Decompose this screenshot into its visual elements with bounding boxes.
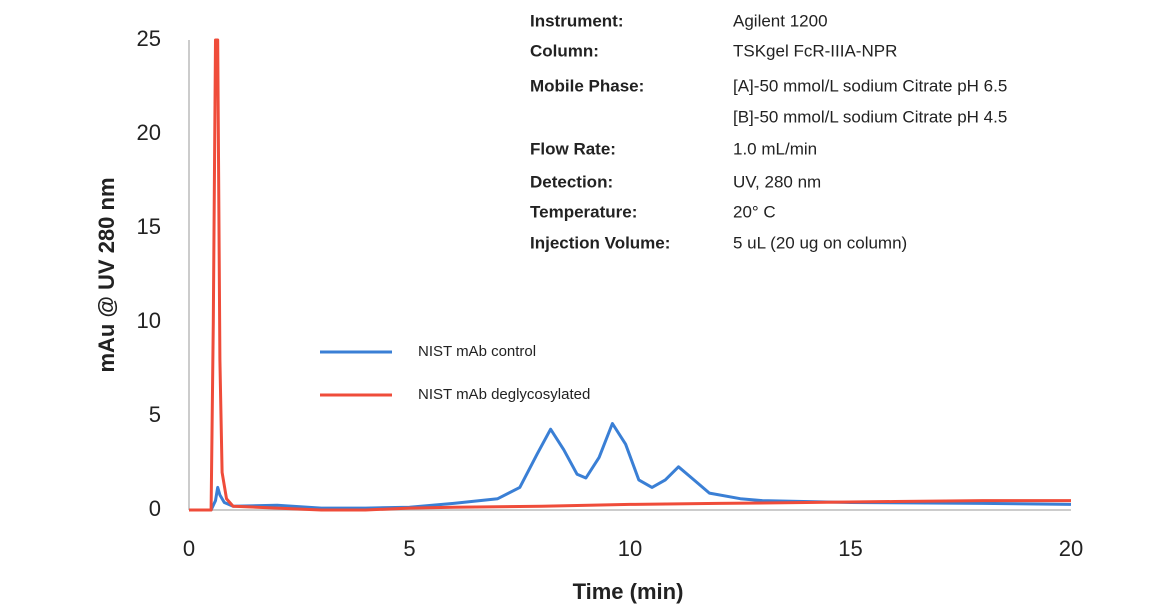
info-value: [B]-50 mmol/L sodium Citrate pH 4.5 bbox=[733, 107, 1007, 126]
series-line bbox=[189, 38, 1071, 512]
y-tick-label: 5 bbox=[149, 402, 161, 427]
y-tick-label: 15 bbox=[137, 214, 161, 239]
info-label: Temperature: bbox=[530, 202, 637, 221]
info-value: 5 uL (20 ug on column) bbox=[733, 233, 907, 252]
info-value: 1.0 mL/min bbox=[733, 139, 817, 158]
info-label: Flow Rate: bbox=[530, 139, 616, 158]
y-tick-label: 10 bbox=[137, 308, 161, 333]
info-value: TSKgel FcR-IIIA-NPR bbox=[733, 41, 897, 60]
info-value: 20° C bbox=[733, 202, 776, 221]
x-tick-label: 5 bbox=[403, 536, 415, 561]
series-line bbox=[189, 422, 1072, 512]
legend-label: NIST mAb deglycosylated bbox=[418, 386, 590, 403]
x-tick-label: 10 bbox=[618, 536, 642, 561]
x-tick-label: 15 bbox=[838, 536, 862, 561]
y-tick-label: 25 bbox=[137, 26, 161, 51]
x-tick-label: 0 bbox=[183, 536, 195, 561]
info-label: Mobile Phase: bbox=[530, 76, 644, 95]
info-label: Injection Volume: bbox=[530, 233, 670, 252]
info-value: [A]-50 mmol/L sodium Citrate pH 6.5 bbox=[733, 76, 1007, 95]
y-tick-label: 0 bbox=[149, 496, 161, 521]
y-axis-label: mAu @ UV 280 nm bbox=[94, 177, 119, 372]
y-tick-label: 20 bbox=[137, 120, 161, 145]
info-label: Column: bbox=[530, 41, 599, 60]
info-value: Agilent 1200 bbox=[733, 11, 828, 30]
info-label: Detection: bbox=[530, 172, 613, 191]
info-label: Instrument: bbox=[530, 11, 624, 30]
legend-label: NIST mAb control bbox=[418, 343, 536, 360]
info-value: UV, 280 nm bbox=[733, 172, 821, 191]
x-axis-label: Time (min) bbox=[573, 579, 684, 604]
x-tick-label: 20 bbox=[1059, 536, 1083, 561]
